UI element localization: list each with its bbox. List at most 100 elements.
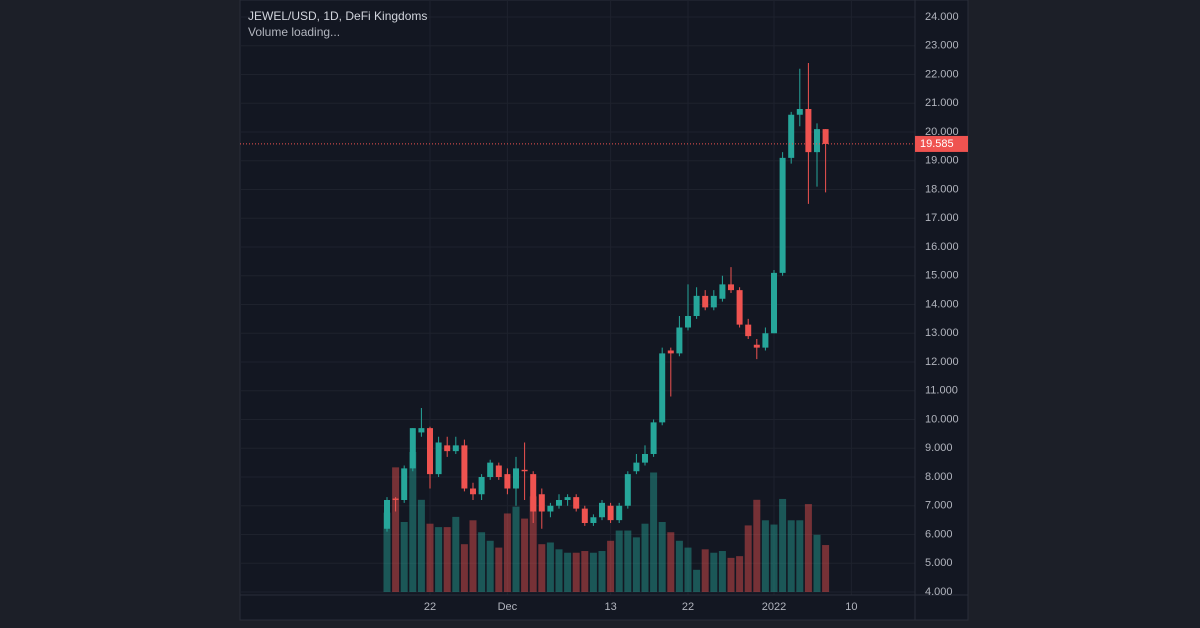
candle-body xyxy=(796,109,803,115)
candle-body xyxy=(659,353,666,423)
candle-body xyxy=(470,488,476,495)
volume-bar xyxy=(417,499,425,592)
y-tick-label: 20.000 xyxy=(925,126,959,138)
volume-bar xyxy=(426,523,434,592)
candle-body xyxy=(753,344,760,348)
volume-bar xyxy=(486,540,494,592)
x-tick-label: Dec xyxy=(498,601,518,613)
x-tick-label: 2022 xyxy=(762,601,786,613)
candle-body xyxy=(495,465,502,477)
volume-bar xyxy=(581,551,589,592)
y-tick-label: 9.000 xyxy=(925,442,953,454)
volume-bar xyxy=(469,520,477,592)
y-tick-label: 24.000 xyxy=(925,11,959,23)
volume-bar xyxy=(512,506,520,592)
y-tick-label: 14.000 xyxy=(925,298,959,310)
volume-bar xyxy=(727,557,735,592)
y-tick-label: 16.000 xyxy=(925,241,959,253)
candle-body xyxy=(650,422,657,454)
candle-body xyxy=(418,428,425,433)
candle-body xyxy=(616,505,623,521)
candle-body xyxy=(814,129,820,153)
volume-bar xyxy=(684,547,692,592)
volume-bar xyxy=(392,467,400,592)
volume-bar xyxy=(564,552,572,592)
volume-bar xyxy=(641,523,649,592)
candle-body xyxy=(384,500,390,529)
volume-bar xyxy=(761,520,769,592)
candle-body xyxy=(487,462,494,477)
y-tick-label: 18.000 xyxy=(925,183,959,195)
volume-bar xyxy=(787,520,795,592)
volume-bar xyxy=(693,569,701,592)
volume-bar xyxy=(744,525,752,592)
volume-bar xyxy=(598,551,606,592)
x-tick-label: 13 xyxy=(604,601,616,613)
volume-bar xyxy=(658,522,666,592)
volume-bar xyxy=(822,545,830,592)
candle-body xyxy=(392,498,399,500)
candle-body xyxy=(633,462,640,472)
candle-body xyxy=(667,350,674,354)
candle-body xyxy=(745,324,752,337)
volume-bar xyxy=(538,544,546,592)
y-tick-label: 5.000 xyxy=(925,557,953,569)
candle-body xyxy=(521,469,528,472)
candle-body xyxy=(624,474,631,506)
volume-bar xyxy=(383,512,391,592)
volume-bar xyxy=(779,498,787,592)
candle-body xyxy=(547,505,554,512)
candle-body xyxy=(762,333,769,348)
y-tick-label: 6.000 xyxy=(925,528,953,540)
candle-body xyxy=(435,442,442,475)
y-tick-label: 11.000 xyxy=(925,385,958,397)
volume-bar xyxy=(478,532,486,592)
y-tick-label: 10.000 xyxy=(925,413,959,425)
volume-bar xyxy=(555,549,563,592)
volume-bar xyxy=(624,530,632,592)
volume-bar xyxy=(521,518,529,592)
candle-body xyxy=(564,497,571,500)
y-tick-label: 15.000 xyxy=(925,270,959,282)
volume-bar xyxy=(796,520,804,592)
candle-body xyxy=(401,468,408,500)
volume-bar xyxy=(667,532,675,592)
volume-bar xyxy=(615,530,623,592)
candle-body xyxy=(538,494,545,512)
volume-bar xyxy=(701,549,709,592)
volume-bar xyxy=(736,556,744,592)
candle-body xyxy=(607,505,614,521)
candle-body xyxy=(444,445,451,452)
volume-bar xyxy=(589,552,597,592)
y-tick-label: 21.000 xyxy=(925,97,959,109)
candle-body xyxy=(478,477,485,495)
candle-body xyxy=(530,474,537,512)
candle-body xyxy=(693,295,700,316)
volume-bar xyxy=(572,552,580,592)
candle-body xyxy=(581,508,588,523)
volume-bar xyxy=(460,544,468,592)
candle-body xyxy=(779,157,786,273)
last-price-label: 19.585 xyxy=(920,138,954,150)
candle-body xyxy=(504,474,511,489)
candle-body xyxy=(702,295,709,308)
volume-bar xyxy=(400,522,408,592)
volume-bar xyxy=(435,527,443,592)
last-price-tag xyxy=(915,135,968,152)
y-tick-label: 22.000 xyxy=(925,68,959,80)
candle-body xyxy=(685,316,691,328)
volume-bar xyxy=(813,534,821,592)
y-tick-label: 17.000 xyxy=(925,212,959,224)
candle-body xyxy=(427,428,433,475)
candle-body xyxy=(710,295,717,308)
volume-bar xyxy=(607,540,615,592)
volume-bar xyxy=(650,472,658,592)
volume-bar xyxy=(443,527,451,592)
candle-body xyxy=(642,454,648,463)
candle-body xyxy=(736,290,743,325)
volume-bar xyxy=(710,552,718,592)
candle-body xyxy=(599,502,605,518)
candle-body xyxy=(513,468,519,489)
candle-body xyxy=(676,327,683,354)
volume-bar xyxy=(770,524,778,592)
